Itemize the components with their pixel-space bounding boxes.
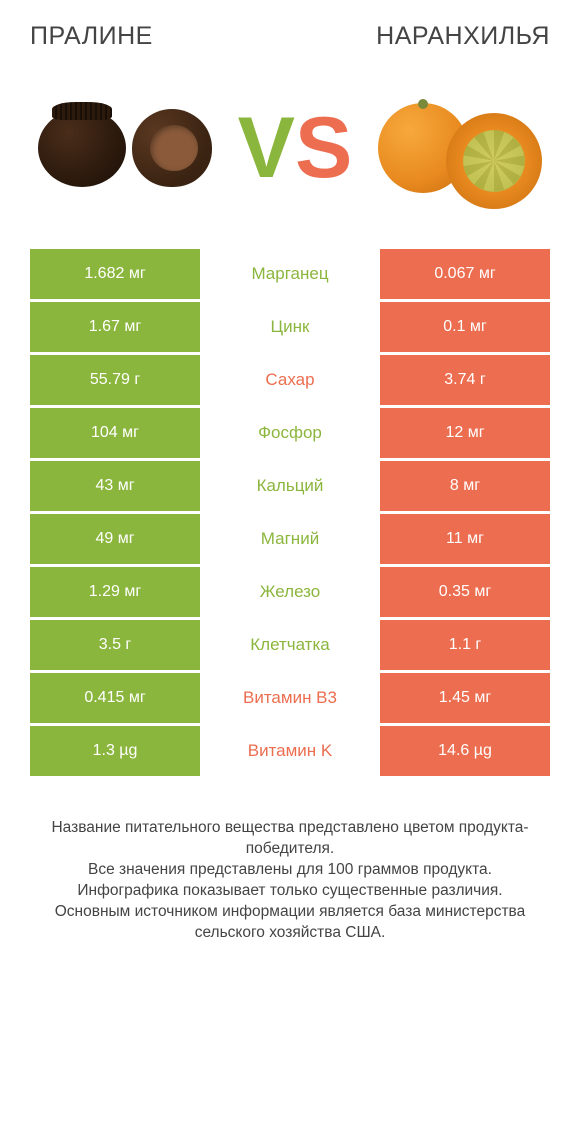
footer-notes: Название питательного вещества представл… bbox=[30, 818, 550, 944]
praline-whole-icon bbox=[38, 109, 126, 187]
value-left: 1.3 µg bbox=[30, 726, 200, 776]
table-row: 55.79 гСахар3.74 г bbox=[30, 355, 550, 405]
table-row: 43 мгКальций8 мг bbox=[30, 461, 550, 511]
table-row: 104 мгФосфор12 мг bbox=[30, 408, 550, 458]
naranjilla-cut-icon bbox=[446, 113, 542, 209]
value-right: 8 мг bbox=[380, 461, 550, 511]
nutrient-label: Витамин B3 bbox=[200, 673, 380, 723]
value-right: 1.1 г bbox=[380, 620, 550, 670]
nutrient-label: Сахар bbox=[200, 355, 380, 405]
footer-line: Все значения представлены для 100 граммо… bbox=[32, 860, 548, 881]
praline-cut-icon bbox=[132, 109, 212, 187]
nutrient-label: Фосфор bbox=[200, 408, 380, 458]
title-right: НАРАНХИЛЬЯ bbox=[376, 22, 550, 51]
product-right-image bbox=[378, 87, 542, 209]
footer-line: Название питательного вещества представл… bbox=[32, 818, 548, 860]
nutrient-label: Витамин K bbox=[200, 726, 380, 776]
value-left: 0.415 мг bbox=[30, 673, 200, 723]
value-left: 3.5 г bbox=[30, 620, 200, 670]
table-row: 1.29 мгЖелезо0.35 мг bbox=[30, 567, 550, 617]
nutrient-label: Цинк bbox=[200, 302, 380, 352]
table-row: 49 мгМагний11 мг bbox=[30, 514, 550, 564]
value-right: 0.1 мг bbox=[380, 302, 550, 352]
footer-line: Инфографика показывает только существенн… bbox=[32, 881, 548, 902]
value-left: 43 мг bbox=[30, 461, 200, 511]
value-right: 12 мг bbox=[380, 408, 550, 458]
table-row: 0.415 мгВитамин B31.45 мг bbox=[30, 673, 550, 723]
value-right: 0.35 мг bbox=[380, 567, 550, 617]
value-right: 11 мг bbox=[380, 514, 550, 564]
vs-v: V bbox=[238, 105, 295, 191]
title-left: ПРАЛИНЕ bbox=[30, 22, 153, 51]
value-right: 14.6 µg bbox=[380, 726, 550, 776]
titles-row: ПРАЛИНЕ НАРАНХИЛЬЯ bbox=[30, 22, 550, 51]
value-right: 1.45 мг bbox=[380, 673, 550, 723]
nutrient-label: Кальций bbox=[200, 461, 380, 511]
value-left: 104 мг bbox=[30, 408, 200, 458]
vs-label: VS bbox=[238, 105, 353, 191]
value-left: 49 мг bbox=[30, 514, 200, 564]
comparison-infographic: ПРАЛИНЕ НАРАНХИЛЬЯ VS 1.682 мгМарганец0.… bbox=[0, 0, 580, 1144]
table-row: 1.67 мгЦинк0.1 мг bbox=[30, 302, 550, 352]
value-left: 1.682 мг bbox=[30, 249, 200, 299]
nutrient-label: Клетчатка bbox=[200, 620, 380, 670]
table-row: 1.682 мгМарганец0.067 мг bbox=[30, 249, 550, 299]
value-left: 1.67 мг bbox=[30, 302, 200, 352]
nutrient-label: Железо bbox=[200, 567, 380, 617]
product-left-image bbox=[38, 109, 212, 187]
nutrient-label: Магний bbox=[200, 514, 380, 564]
table-row: 1.3 µgВитамин K14.6 µg bbox=[30, 726, 550, 776]
nutrient-label: Марганец bbox=[200, 249, 380, 299]
vs-s: S bbox=[295, 105, 352, 191]
footer-line: Основным источником информации является … bbox=[32, 902, 548, 944]
value-right: 0.067 мг bbox=[380, 249, 550, 299]
nutrient-table: 1.682 мгМарганец0.067 мг1.67 мгЦинк0.1 м… bbox=[30, 249, 550, 776]
value-left: 1.29 мг bbox=[30, 567, 200, 617]
table-row: 3.5 гКлетчатка1.1 г bbox=[30, 620, 550, 670]
value-left: 55.79 г bbox=[30, 355, 200, 405]
hero-row: VS bbox=[30, 87, 550, 209]
value-right: 3.74 г bbox=[380, 355, 550, 405]
